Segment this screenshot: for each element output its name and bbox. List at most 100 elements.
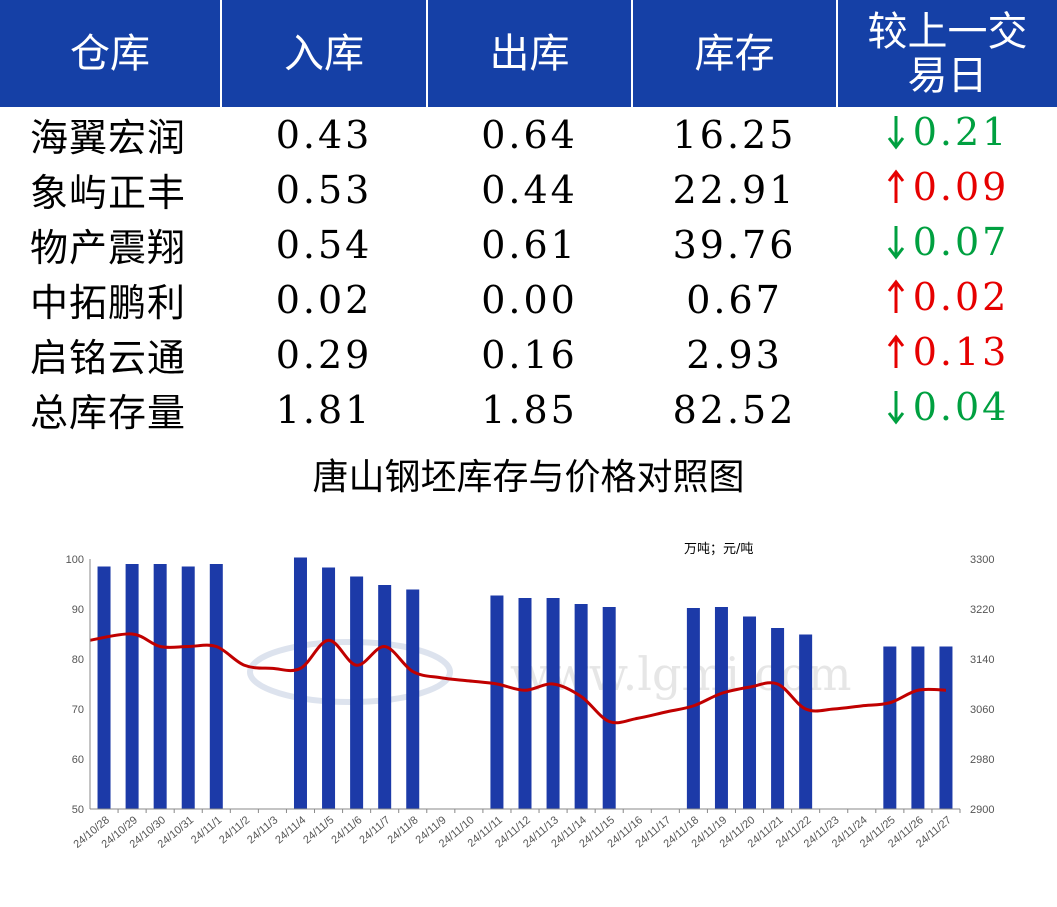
stock-cell: 2.93 (686, 332, 783, 377)
change-value: 0.04 (912, 385, 1010, 429)
inventory-bar (771, 628, 785, 809)
change-cell: 0.09 (837, 162, 1057, 217)
in-cell: 0.29 (275, 332, 373, 377)
inventory-bar (714, 607, 728, 809)
change-cell: 0.13 (837, 327, 1057, 382)
header-change: 较上一交易日 (837, 0, 1057, 107)
change-cell: 0.02 (837, 272, 1057, 327)
inventory-bar (518, 598, 532, 809)
x-tick-label: 24/11/7 (357, 814, 392, 846)
header-out: 出库 (427, 0, 633, 107)
stock-cell: 22.91 (672, 167, 797, 212)
change-value: 0.02 (912, 275, 1010, 319)
warehouse-cell: 总库存量 (30, 391, 187, 435)
out-cell: 0.16 (481, 332, 578, 377)
arrow-down-icon (887, 226, 904, 260)
in-cell: 0.02 (275, 277, 373, 322)
y-tick-right: 3220 (970, 604, 994, 616)
warehouse-cell: 海翼宏润 (30, 116, 187, 160)
inventory-bar (406, 589, 420, 809)
arrow-down-icon (887, 391, 904, 425)
inventory-bar (181, 566, 195, 809)
inventory-bar (799, 634, 813, 809)
x-tick-label: 24/11/1 (189, 814, 224, 846)
stock-cell: 82.52 (672, 387, 797, 432)
table-row: 总库存量 1.81 1.85 82.52 0.04 (0, 382, 1057, 437)
x-tick-label: 24/11/5 (301, 814, 336, 846)
inventory-bar (490, 595, 504, 809)
inventory-bar (883, 646, 897, 809)
change-value: 0.07 (912, 220, 1010, 264)
out-cell: 0.64 (481, 112, 578, 157)
inventory-bar (153, 564, 167, 809)
x-tick-label: 24/11/2 (217, 814, 252, 846)
inventory-bar (743, 616, 757, 809)
inventory-bar (911, 646, 925, 809)
out-cell: 1.85 (481, 387, 578, 432)
inventory-bar (322, 567, 336, 809)
change-cell: 0.07 (837, 217, 1057, 272)
y-tick-right: 3140 (970, 654, 994, 666)
watermark-logo (247, 639, 453, 705)
in-cell: 1.81 (275, 387, 373, 432)
inventory-bar (378, 585, 392, 809)
warehouse-cell: 中拓鹏利 (30, 281, 187, 325)
warehouse-cell: 启铭云通 (30, 336, 187, 380)
stock-cell: 39.76 (672, 222, 797, 267)
inventory-bar (125, 564, 139, 809)
change-value: 0.09 (912, 165, 1010, 209)
inventory-bar (939, 646, 953, 809)
y-tick-right: 3300 (970, 554, 994, 566)
inventory-bar (546, 598, 560, 809)
y-tick-right: 2980 (970, 754, 994, 766)
in-cell: 0.43 (275, 112, 373, 157)
out-cell: 0.00 (481, 277, 578, 322)
change-cell: 0.21 (837, 107, 1057, 162)
stock-cell: 16.25 (672, 112, 797, 157)
out-cell: 0.61 (481, 222, 578, 267)
arrow-down-icon (887, 116, 904, 150)
change-value: 0.13 (912, 330, 1010, 374)
y-tick-left: 60 (72, 754, 84, 766)
x-tick-label: 24/11/4 (273, 814, 308, 846)
table-header-row: 仓库 入库 出库 库存 较上一交易日 (0, 0, 1057, 107)
stock-cell: 0.67 (686, 277, 783, 322)
x-tick-label: 24/11/6 (329, 814, 364, 846)
arrow-up-icon (887, 334, 904, 368)
change-value: 0.21 (912, 110, 1010, 154)
y-tick-left: 80 (72, 654, 84, 666)
inventory-table: 仓库 入库 出库 库存 较上一交易日 海翼宏润 0.43 0.64 16.25 0.21… (0, 0, 1057, 437)
inventory-bar (209, 564, 223, 809)
in-cell: 0.53 (275, 167, 373, 212)
inventory-bar (350, 576, 364, 809)
table-row: 象屿正丰 0.53 0.44 22.91 0.09 (0, 162, 1057, 217)
y-tick-right: 3060 (970, 704, 994, 716)
in-cell: 0.54 (275, 222, 373, 267)
warehouse-cell: 物产震翔 (30, 226, 187, 270)
header-stock: 库存 (632, 0, 838, 107)
table-row: 启铭云通 0.29 0.16 2.93 0.13 (0, 327, 1057, 382)
y-tick-left: 70 (72, 704, 84, 716)
y-tick-right: 2900 (970, 804, 994, 816)
unit-label: 万吨；元/吨 (684, 542, 753, 557)
chart-title: 唐山钢坯库存与价格对照图 (312, 457, 745, 498)
x-tick-label: 24/11/3 (245, 814, 280, 846)
arrow-up-icon (887, 279, 904, 313)
table-row: 物产震翔 0.54 0.61 39.76 0.07 (0, 217, 1057, 272)
chart-plot: www.lgmi.com 50 60 70 80 90 100 2900 2980 3060 31… (66, 542, 995, 851)
x-tick-label: 24/11/8 (385, 814, 420, 846)
arrow-up-icon (887, 169, 904, 203)
header-warehouse: 仓库 (0, 0, 222, 107)
watermark-text: www.lgmi.com (510, 647, 851, 701)
inventory-bar (574, 604, 588, 809)
y-tick-left: 100 (66, 554, 84, 566)
header-in: 入库 (221, 0, 428, 107)
table-row: 中拓鹏利 0.02 0.00 0.67 0.02 (0, 272, 1057, 327)
inventory-bar (602, 607, 616, 809)
inventory-bar (686, 608, 700, 809)
change-cell: 0.04 (837, 382, 1057, 437)
inventory-bar (293, 557, 307, 809)
watermark: www.lgmi.com (247, 639, 851, 705)
out-cell: 0.44 (481, 167, 578, 212)
y-tick-left: 90 (72, 604, 84, 616)
